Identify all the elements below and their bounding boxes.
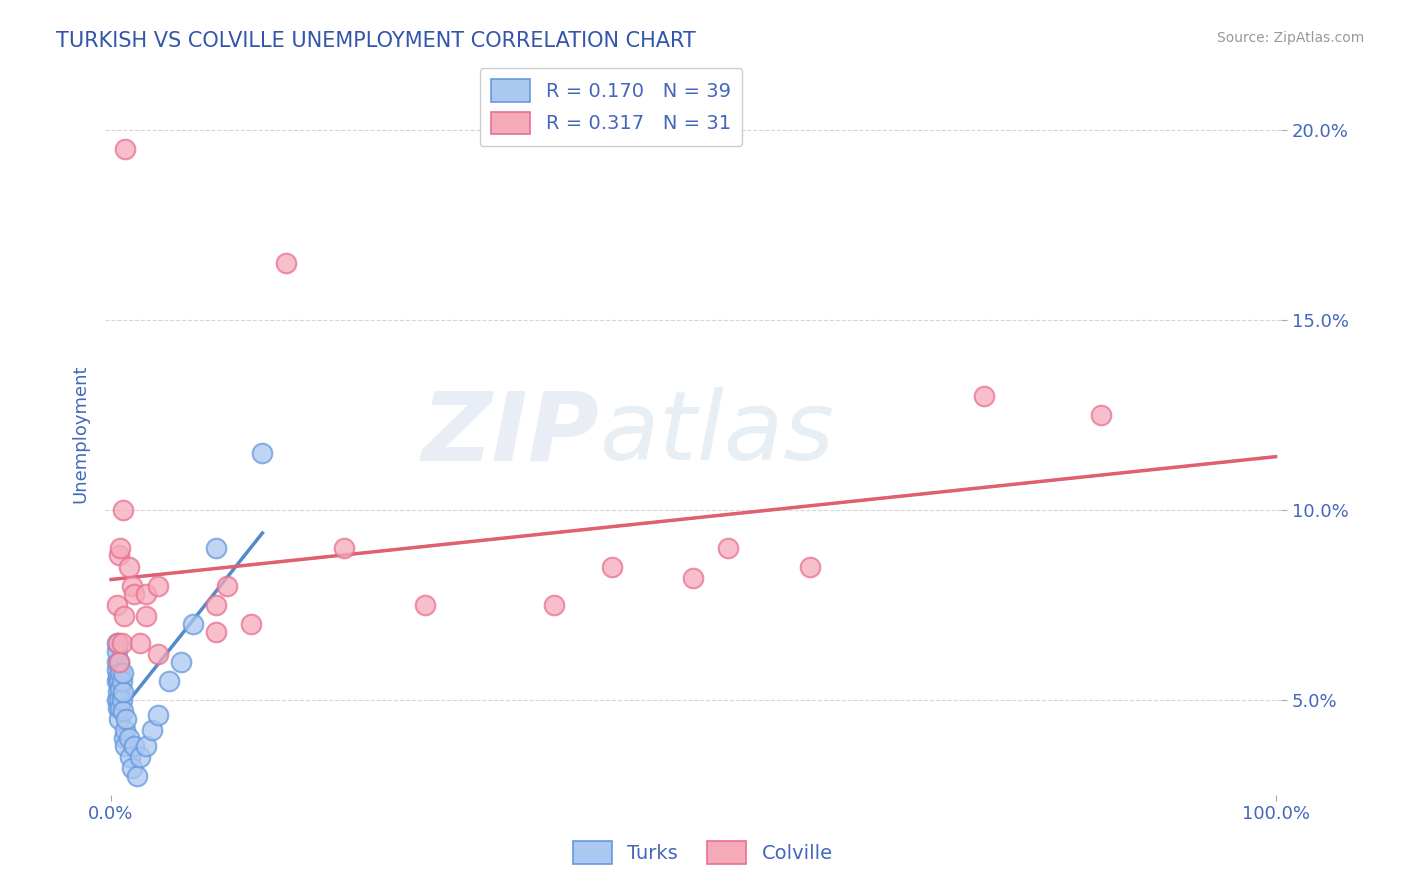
- Point: [129, 750, 152, 764]
- Point: [125, 769, 148, 783]
- Point: [114, 739, 136, 753]
- Point: [717, 541, 740, 555]
- Point: [121, 761, 143, 775]
- Text: ZIP: ZIP: [422, 387, 599, 480]
- Point: [110, 693, 132, 707]
- Point: [124, 586, 146, 600]
- Point: [107, 670, 129, 684]
- Point: [115, 712, 138, 726]
- Point: [135, 609, 157, 624]
- Point: [239, 616, 262, 631]
- Point: [107, 685, 129, 699]
- Point: [107, 636, 129, 650]
- Point: [543, 598, 565, 612]
- Point: [146, 708, 169, 723]
- Point: [110, 541, 132, 555]
- Point: [135, 586, 157, 600]
- Point: [110, 681, 132, 696]
- Y-axis label: Unemployment: Unemployment: [72, 365, 89, 503]
- Point: [110, 636, 132, 650]
- Point: [105, 636, 128, 650]
- Point: [112, 609, 135, 624]
- Point: [108, 712, 131, 726]
- Point: [600, 560, 623, 574]
- Legend: Turks, Colville: Turks, Colville: [565, 833, 841, 871]
- Point: [108, 655, 131, 669]
- Legend: R = 0.170   N = 39, R = 0.317   N = 31: R = 0.170 N = 39, R = 0.317 N = 31: [479, 68, 742, 145]
- Point: [141, 723, 163, 738]
- Point: [274, 255, 297, 269]
- Point: [135, 739, 157, 753]
- Point: [157, 673, 180, 688]
- Point: [217, 579, 239, 593]
- Point: [124, 739, 146, 753]
- Point: [105, 663, 128, 677]
- Point: [105, 673, 128, 688]
- Point: [252, 446, 274, 460]
- Text: TURKISH VS COLVILLE UNEMPLOYMENT CORRELATION CHART: TURKISH VS COLVILLE UNEMPLOYMENT CORRELA…: [56, 31, 696, 51]
- Point: [107, 700, 129, 714]
- Point: [1090, 408, 1112, 422]
- Point: [105, 643, 128, 657]
- Point: [108, 549, 131, 563]
- Point: [205, 624, 228, 639]
- Point: [105, 598, 128, 612]
- Text: atlas: atlas: [599, 387, 834, 480]
- Point: [118, 750, 141, 764]
- Point: [146, 579, 169, 593]
- Point: [117, 560, 139, 574]
- Point: [108, 655, 131, 669]
- Point: [170, 655, 193, 669]
- Point: [105, 655, 128, 669]
- Point: [799, 560, 821, 574]
- Point: [415, 598, 437, 612]
- Point: [682, 571, 704, 585]
- Point: [111, 705, 134, 719]
- Point: [121, 579, 143, 593]
- Point: [205, 541, 228, 555]
- Point: [181, 616, 204, 631]
- Point: [973, 389, 995, 403]
- Point: [205, 598, 228, 612]
- Point: [114, 142, 136, 156]
- Point: [111, 503, 134, 517]
- Point: [146, 648, 169, 662]
- Point: [110, 700, 132, 714]
- Point: [111, 685, 134, 699]
- Point: [105, 693, 128, 707]
- Point: [110, 666, 132, 681]
- Point: [108, 693, 131, 707]
- Point: [129, 636, 152, 650]
- Point: [333, 541, 356, 555]
- Point: [108, 673, 131, 688]
- Point: [110, 673, 132, 688]
- Point: [114, 723, 136, 738]
- Point: [112, 731, 135, 745]
- Point: [117, 731, 139, 745]
- Text: Source: ZipAtlas.com: Source: ZipAtlas.com: [1216, 31, 1364, 45]
- Point: [111, 666, 134, 681]
